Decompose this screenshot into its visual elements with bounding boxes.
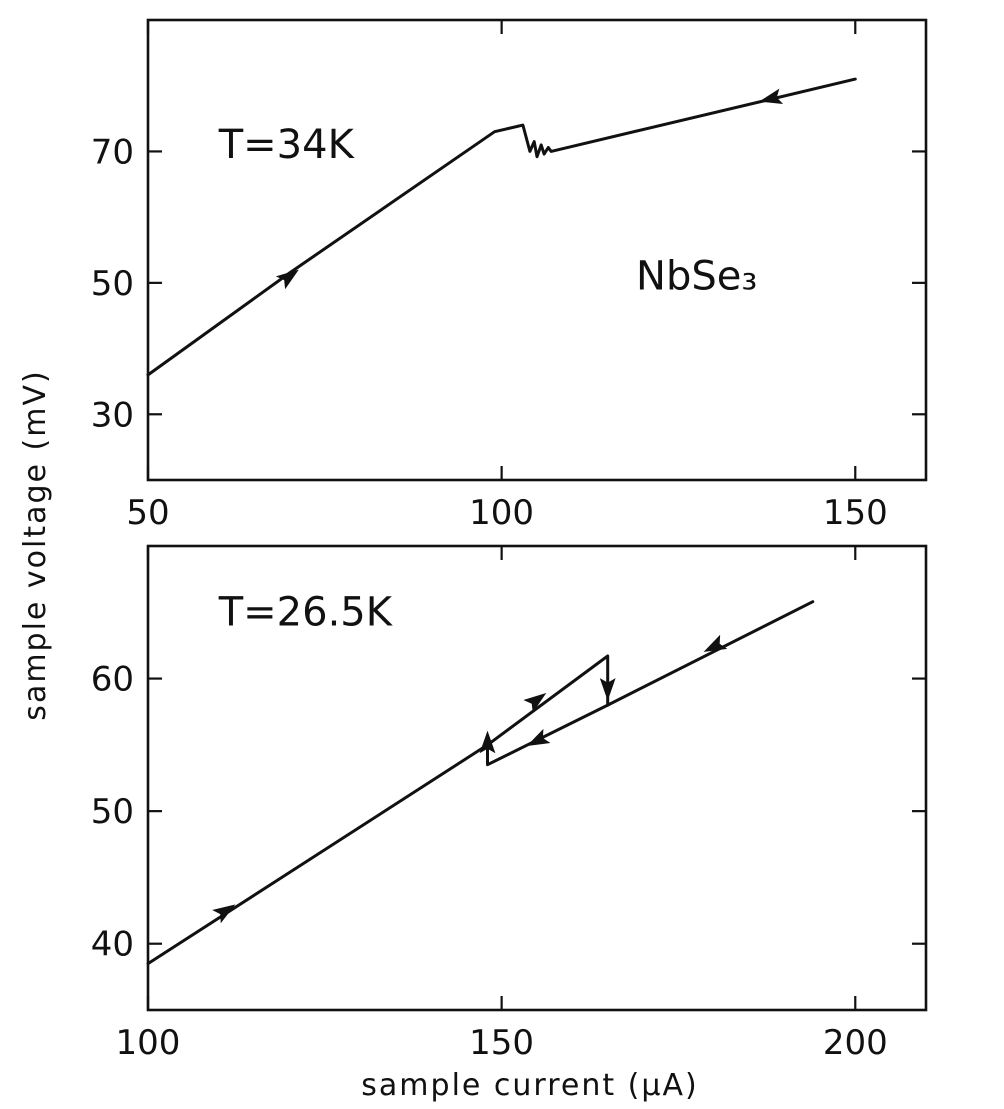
y-tick-label: 60: [91, 660, 134, 700]
direction-arrow-0: [212, 904, 236, 924]
y-tick-label: 50: [91, 792, 134, 832]
series-line-0: [146, 77, 857, 377]
x-tick-label: 200: [823, 1023, 888, 1063]
direction-arrow-3: [526, 728, 551, 747]
y-tick-label: 50: [91, 264, 134, 304]
direction-arrow-2: [599, 678, 616, 701]
y-tick-label: 40: [91, 925, 134, 965]
y-tick-label: 30: [91, 395, 134, 435]
x-tick-label: 50: [126, 493, 169, 533]
x-tick-label: 150: [823, 493, 888, 533]
direction-arrow-1: [759, 88, 784, 105]
series-line-1: [486, 703, 610, 767]
y-axis-title: sample voltage (mV): [18, 369, 53, 720]
direction-arrow-4: [703, 634, 728, 652]
plot-frame: [146, 544, 928, 1012]
series-line-0: [146, 600, 815, 966]
x-tick-label: 100: [469, 493, 534, 533]
plot-frame: [146, 18, 928, 482]
annotation-1: NbSe₃: [636, 253, 757, 299]
y-tick-label: 70: [91, 132, 134, 172]
annotation-0: T=26.5K: [218, 590, 394, 636]
x-tick-label: 150: [469, 1023, 534, 1063]
direction-arrow-5: [479, 730, 496, 754]
annotation-0: T=34K: [218, 122, 356, 168]
x-axis-title: sample current (μA): [361, 1068, 698, 1103]
direction-arrow-0: [275, 269, 299, 290]
top-panel: 50 100 150 30 50 70 T=34K NbSe₃: [91, 18, 928, 533]
x-tick-label: 100: [116, 1023, 181, 1063]
direction-arrow-1: [523, 692, 547, 713]
bottom-panel: 100 150 200 40 50 60 T=26.5K: [91, 544, 928, 1063]
